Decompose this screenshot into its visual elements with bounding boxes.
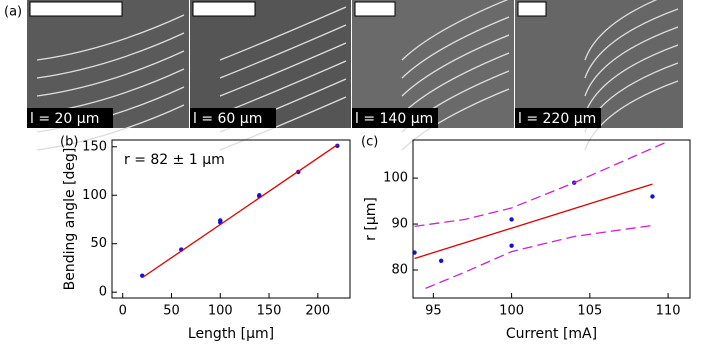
fiber <box>36 104 185 151</box>
point <box>438 258 444 263</box>
label-bg <box>352 108 438 128</box>
x-tick-label: 50 <box>163 304 180 319</box>
micrograph <box>515 0 683 128</box>
y-axis-label: Bending angle [deg] <box>62 148 78 291</box>
x-tick-label: 100 <box>208 304 233 319</box>
confidence-band <box>414 140 669 227</box>
fit-line <box>414 183 653 260</box>
panel-label: (c) <box>361 135 378 150</box>
image-label: l = 20 µm <box>30 111 99 127</box>
fiber <box>584 8 679 79</box>
fiber <box>584 0 658 61</box>
fiber <box>219 24 347 79</box>
y-tick-label: 80 <box>391 262 408 277</box>
x-tick-label: 150 <box>257 304 282 319</box>
y-axis-label: r [µm] <box>363 197 379 241</box>
panel-label: (b) <box>60 135 78 150</box>
x-tick-label: 95 <box>425 304 442 319</box>
fit-line <box>141 144 338 279</box>
micrograph <box>352 0 514 128</box>
fiber <box>36 50 185 97</box>
annotation: r = 82 ± 1 µm <box>124 152 225 168</box>
x-axis-label: Current [mA] <box>506 326 597 342</box>
image-label: l = 220 µm <box>518 111 596 127</box>
point <box>257 193 262 198</box>
y-tick-label: 50 <box>90 236 107 251</box>
fiber <box>36 32 185 79</box>
plot-frame <box>412 139 691 299</box>
y-tick-label: 150 <box>82 139 107 154</box>
fiber <box>584 80 679 151</box>
fiber <box>401 34 510 97</box>
x-tick-label: 100 <box>499 304 524 319</box>
x-axis-label: Length [µm] <box>188 326 274 342</box>
point <box>509 243 514 248</box>
x-tick-label: 110 <box>656 304 681 319</box>
image-label: l = 140 µm <box>355 111 433 127</box>
y-tick-label: 90 <box>391 217 408 232</box>
y-tick-label: 0 <box>99 285 107 300</box>
fiber <box>584 26 679 97</box>
fiber <box>219 42 347 97</box>
x-tick-label: 200 <box>305 304 330 319</box>
label-bg <box>190 108 276 128</box>
point <box>335 143 340 149</box>
scale-bar <box>192 1 256 17</box>
scale-bar <box>517 1 547 17</box>
y-tick-label: 100 <box>82 188 107 203</box>
point <box>650 194 655 199</box>
micrograph <box>27 0 189 128</box>
fiber <box>401 16 510 79</box>
fiber <box>401 88 510 151</box>
plot-frame <box>111 139 351 299</box>
y-tick-label: 100 <box>383 171 408 186</box>
point <box>218 218 223 223</box>
label-bg <box>27 108 113 128</box>
confidence-band <box>425 224 653 289</box>
x-tick-label: 0 <box>119 304 127 319</box>
scale-bar <box>354 1 396 17</box>
fiber <box>401 0 509 61</box>
fiber <box>219 96 347 151</box>
label-bg <box>515 108 601 128</box>
fiber <box>401 52 510 115</box>
fiber <box>219 6 347 61</box>
panel-label: (a) <box>4 5 22 20</box>
scale-bar <box>29 1 123 17</box>
fiber <box>36 14 185 61</box>
point <box>509 217 514 222</box>
x-tick-label: 105 <box>577 304 602 319</box>
fiber <box>584 44 679 115</box>
image-label: l = 60 µm <box>193 111 262 127</box>
